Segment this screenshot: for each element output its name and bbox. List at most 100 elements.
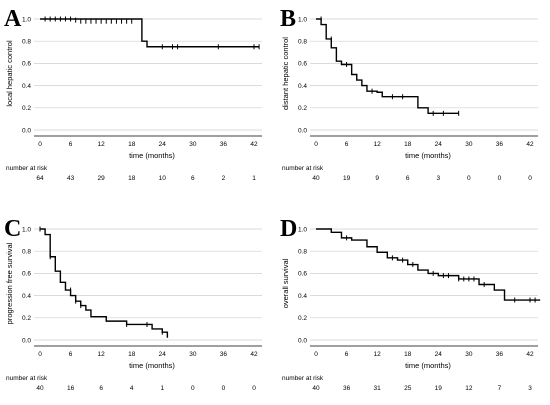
- risk-count: 6: [191, 175, 195, 182]
- x-tick-label: 42: [526, 351, 534, 358]
- x-tick-label: 0: [314, 141, 318, 148]
- x-tick-label: 18: [404, 141, 412, 148]
- risk-count: 0: [528, 175, 532, 182]
- y-tick-label: 0.2: [22, 315, 31, 322]
- x-tick-label: 6: [69, 351, 73, 358]
- y-tick-label: 0.2: [298, 315, 307, 322]
- risk-count: 43: [67, 175, 75, 182]
- y-axis-title: overall survival: [281, 258, 290, 308]
- y-axis-title: progression free survival: [5, 242, 14, 324]
- x-tick-label: 12: [98, 351, 106, 358]
- risk-table-title: number at risk: [6, 375, 48, 382]
- y-tick-label: 0.8: [298, 249, 307, 256]
- y-axis-title: distant hepatic control: [281, 37, 290, 110]
- risk-count: 40: [312, 385, 320, 392]
- risk-table-title: number at risk: [282, 165, 324, 172]
- x-tick-label: 36: [220, 141, 228, 148]
- x-tick-label: 0: [314, 351, 318, 358]
- y-tick-label: 0.0: [298, 127, 307, 134]
- y-tick-label: 0.4: [298, 293, 307, 300]
- x-axis-title: time (months): [405, 151, 451, 160]
- y-tick-label: 1.0: [22, 16, 31, 23]
- risk-count: 1: [252, 175, 256, 182]
- x-tick-label: 6: [345, 351, 349, 358]
- survival-curve: [40, 228, 169, 338]
- y-tick-label: 0.8: [22, 249, 31, 256]
- chart-panel-d: D 0.0 0.2 0.4 0.6 0.8 1.0 0 6 12 18 24 30 36 42 time (m…: [280, 216, 541, 392]
- survival-curve: [40, 18, 260, 48]
- x-tick-label: 0: [38, 141, 42, 148]
- risk-count: 19: [343, 175, 351, 182]
- panel-letter: B: [280, 6, 296, 32]
- x-tick-label: 36: [496, 351, 504, 358]
- y-tick-label: 0.6: [22, 61, 31, 68]
- x-tick-label: 18: [128, 141, 136, 148]
- risk-count: 9: [375, 175, 379, 182]
- y-tick-label: 1.0: [298, 16, 307, 23]
- x-axis-title: time (months): [129, 361, 175, 370]
- y-tick-label: 0.8: [22, 39, 31, 46]
- panel-letter: C: [4, 216, 21, 242]
- x-tick-label: 42: [250, 141, 258, 148]
- x-tick-label: 0: [38, 351, 42, 358]
- x-tick-label: 6: [345, 141, 349, 148]
- y-tick-label: 0.6: [298, 61, 307, 68]
- risk-count: 1: [160, 385, 164, 392]
- x-tick-label: 6: [69, 141, 73, 148]
- y-tick-label: 0.4: [22, 293, 31, 300]
- risk-count: 19: [435, 385, 443, 392]
- y-tick-label: 0.2: [298, 105, 307, 112]
- y-tick-label: 0.0: [22, 337, 31, 344]
- y-tick-label: 1.0: [298, 226, 307, 233]
- risk-count: 16: [67, 385, 75, 392]
- y-tick-label: 0.4: [22, 83, 31, 90]
- y-tick-label: 0.8: [298, 39, 307, 46]
- risk-table-title: number at risk: [282, 375, 324, 382]
- x-tick-label: 36: [220, 351, 228, 358]
- x-tick-label: 12: [374, 351, 382, 358]
- risk-count: 2: [222, 175, 226, 182]
- y-tick-label: 0.6: [22, 271, 31, 278]
- risk-count: 7: [498, 385, 502, 392]
- risk-count: 40: [312, 175, 320, 182]
- risk-count: 0: [498, 175, 502, 182]
- risk-count: 10: [159, 175, 167, 182]
- risk-count: 0: [191, 385, 195, 392]
- y-tick-label: 0.2: [22, 105, 31, 112]
- risk-count: 6: [406, 175, 410, 182]
- risk-count: 18: [128, 175, 136, 182]
- risk-count: 29: [98, 175, 106, 182]
- x-tick-label: 18: [404, 351, 412, 358]
- risk-count: 25: [404, 385, 412, 392]
- x-tick-label: 30: [189, 351, 197, 358]
- risk-count: 3: [528, 385, 532, 392]
- risk-count: 31: [374, 385, 382, 392]
- x-tick-label: 24: [159, 141, 167, 148]
- x-tick-label: 24: [159, 351, 167, 358]
- panel-letter: D: [280, 216, 297, 242]
- risk-count: 3: [436, 175, 440, 182]
- risk-count: 36: [343, 385, 351, 392]
- y-tick-label: 0.0: [298, 337, 307, 344]
- y-tick-label: 0.0: [22, 127, 31, 134]
- survival-curve: [316, 18, 459, 115]
- y-tick-label: 1.0: [22, 226, 31, 233]
- x-tick-label: 42: [250, 351, 258, 358]
- risk-table-title: number at risk: [6, 165, 48, 172]
- risk-count: 40: [36, 385, 44, 392]
- risk-count: 0: [467, 175, 471, 182]
- x-tick-label: 42: [526, 141, 534, 148]
- risk-count: 4: [130, 385, 134, 392]
- y-tick-label: 0.4: [298, 83, 307, 90]
- x-tick-label: 36: [496, 141, 504, 148]
- x-tick-label: 12: [98, 141, 106, 148]
- survival-curve: [316, 228, 541, 301]
- risk-count: 64: [36, 175, 44, 182]
- chart-panel-c: C 0.0 0.2 0.4 0.6 0.8 1.0 0 6 12 18 24 30 36 42 time (m…: [4, 216, 262, 392]
- x-tick-label: 24: [435, 351, 443, 358]
- x-tick-label: 30: [189, 141, 197, 148]
- x-tick-label: 12: [374, 141, 382, 148]
